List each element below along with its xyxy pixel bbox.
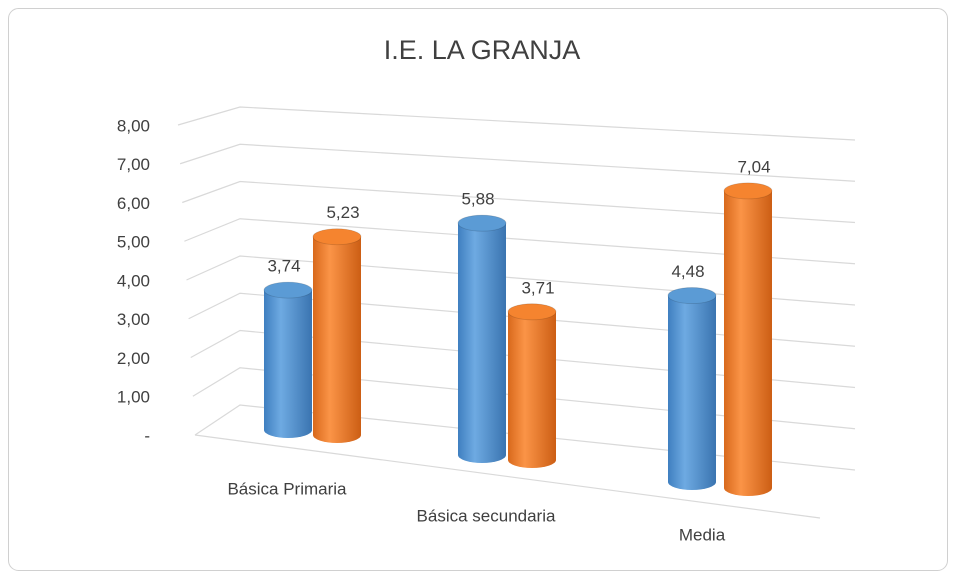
bar-top (723, 182, 773, 200)
y-tick-label: 3,00 (117, 310, 150, 329)
y-tick-label: 4,00 (117, 271, 150, 290)
bar (263, 281, 313, 438)
data-label: 4,48 (671, 262, 704, 281)
floor-edge (194, 434, 821, 519)
data-label: 3,71 (521, 278, 554, 297)
y-tick-label: 1,00 (117, 388, 150, 407)
grid-line (192, 367, 856, 430)
y-tick-label: 8,00 (117, 116, 150, 135)
bar (312, 228, 362, 443)
bar-top (667, 287, 717, 304)
x-tick-label: Básica secundaria (417, 506, 556, 525)
bar-body (508, 311, 556, 468)
bar (507, 303, 557, 468)
bar-body (668, 295, 716, 490)
grid-line (186, 255, 856, 306)
bar-top (263, 281, 313, 299)
grid-line (194, 404, 856, 471)
grid-line (177, 106, 856, 141)
bar-top (312, 228, 362, 246)
bar-body (313, 236, 361, 443)
grid-line (184, 218, 856, 265)
y-tick-label: - (144, 426, 150, 445)
grid-line (188, 292, 856, 347)
grid-line (182, 180, 856, 224)
x-tick-label: Media (679, 525, 726, 544)
chart-title: I.E. LA GRANJA (384, 35, 581, 65)
bar (457, 214, 507, 463)
data-label: 7,04 (737, 157, 770, 176)
y-tick-label: 2,00 (117, 349, 150, 368)
bar-top (507, 303, 557, 321)
bar-body (264, 290, 312, 438)
bar-body (724, 190, 772, 497)
grid-line (190, 329, 856, 389)
x-tick-label: Básica Primaria (227, 479, 347, 498)
data-label: 5,23 (326, 203, 359, 222)
data-label: 5,88 (461, 190, 494, 209)
bar (667, 287, 717, 490)
bar-top (457, 214, 507, 232)
grid-line (179, 143, 856, 182)
y-tick-label: 7,00 (117, 155, 150, 174)
bar (723, 182, 773, 497)
y-tick-label: 6,00 (117, 194, 150, 213)
bar-body (458, 223, 506, 463)
y-tick-label: 5,00 (117, 233, 150, 252)
data-label: 3,74 (267, 257, 300, 276)
